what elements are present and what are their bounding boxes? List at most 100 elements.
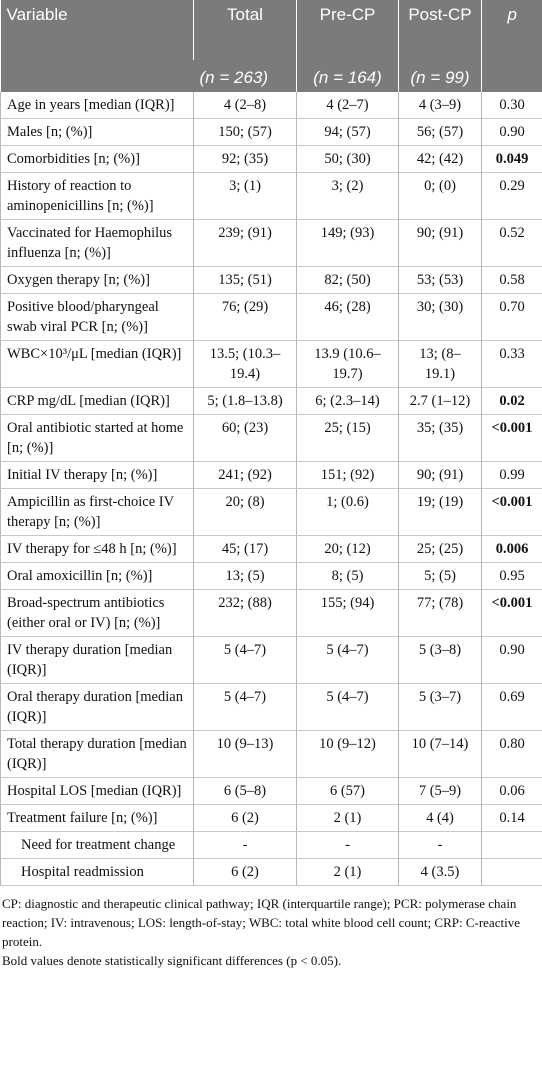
table-header: Variable Total Pre-CP Post-CP p (n = 263…: [0, 0, 542, 92]
table-row: Vaccinated for Haemophilus influenza [n;…: [0, 219, 542, 267]
table-cell: Broad-spectrum antibiotics (either oral …: [0, 589, 194, 637]
table-cell: 0.69: [481, 683, 542, 731]
table-cell: 150; (57): [193, 118, 297, 146]
table-row: Comorbidities [n; (%)] 92; (35) 50; (30) 42…: [0, 145, 542, 173]
table-cell: Vaccinated for Haemophilus influenza [n;…: [0, 219, 194, 267]
table-cell: 4 (3–9): [398, 92, 482, 119]
header-cell: (n = 263): [193, 60, 297, 92]
table-row: Positive blood/pharyngeal swab viral PCR…: [0, 293, 542, 341]
table-cell: 50; (30): [296, 145, 399, 173]
header-cell: Post-CP: [398, 0, 482, 60]
footnote: Bold values denote statistically signifi…: [2, 953, 342, 968]
table-row: History of reaction to aminopenicillins …: [0, 172, 542, 220]
table-body: Age in years [median (IQR)] 4 (2–8) 4 (2–7…: [0, 92, 542, 886]
footnotes: CP: diagnostic and therapeutic clinical …: [0, 886, 542, 970]
table-cell: 0.14: [481, 804, 542, 832]
table-cell: 25; (25): [398, 535, 482, 563]
table-cell: 6 (2): [193, 858, 297, 886]
table-cell: 149; (93): [296, 219, 399, 267]
table-row: Treatment failure [n; (%)] 6 (2) 2 (1) 4 (4…: [0, 804, 542, 832]
table-row: Hospital LOS [median (IQR)] 6 (5–8) 6 (57)…: [0, 777, 542, 805]
table-cell: IV therapy duration [median (IQR)]: [0, 636, 194, 684]
table-cell: 20; (8): [193, 488, 297, 536]
table-cell: 0.02: [481, 387, 542, 415]
table-cell: 13; (8–19.1): [398, 340, 482, 388]
table-cell: 135; (51): [193, 266, 297, 294]
table-cell: 8; (5): [296, 562, 399, 590]
table-row: Broad-spectrum antibiotics (either oral …: [0, 589, 542, 637]
table-cell: 30; (30): [398, 293, 482, 341]
table-cell: 0.90: [481, 118, 542, 146]
table-cell: 46; (28): [296, 293, 399, 341]
table-cell: 7 (5–9): [398, 777, 482, 805]
table-cell: 5 (4–7): [296, 683, 399, 731]
table-cell: IV therapy for ≤48 h [n; (%)]: [0, 535, 194, 563]
table-cell: 0.049: [481, 145, 542, 173]
table-cell: 0.99: [481, 461, 542, 489]
table-cell: WBC×10³/μL [median (IQR)]: [0, 340, 194, 388]
table-cell: 0; (0): [398, 172, 482, 220]
table-cell: 6 (5–8): [193, 777, 297, 805]
table-row: IV therapy for ≤48 h [n; (%)] 45; (17) 20;…: [0, 535, 542, 563]
table-cell: 2 (1): [296, 858, 399, 886]
header-cell: Pre-CP: [296, 0, 399, 60]
table-cell: 0.52: [481, 219, 542, 267]
table-row: Oxygen therapy [n; (%)] 135; (51) 82; (50)…: [0, 266, 542, 294]
table-cell: Oral therapy duration [median (IQR)]: [0, 683, 194, 731]
table-cell: 6 (57): [296, 777, 399, 805]
table-cell: Initial IV therapy [n; (%)]: [0, 461, 194, 489]
table-cell: 5 (4–7): [296, 636, 399, 684]
header-row: Variable Total Pre-CP Post-CP p: [0, 0, 542, 92]
table-cell: -: [398, 831, 482, 859]
table-cell: 3; (1): [193, 172, 297, 220]
table-cell: 4 (4): [398, 804, 482, 832]
table-cell: 13.9 (10.6–19.7): [296, 340, 399, 388]
table-row: Oral amoxicillin [n; (%)] 13; (5) 8; (5) 5;…: [0, 562, 542, 590]
table-cell: 5 (4–7): [193, 683, 297, 731]
header-cell: Variable: [0, 0, 194, 92]
table-cell: 92; (35): [193, 145, 297, 173]
table-cell: Need for treatment change: [0, 831, 194, 859]
table-cell: 4 (3.5): [398, 858, 482, 886]
table-cell: 0.95: [481, 562, 542, 590]
table-cell: 6 (2): [193, 804, 297, 832]
header-row: (n = 263) (n = 164) (n = 99): [1, 60, 542, 92]
table-cell: History of reaction to aminopenicillins …: [0, 172, 194, 220]
table-cell: 90; (91): [398, 461, 482, 489]
table-row: Initial IV therapy [n; (%)] 241; (92) 151;…: [0, 461, 542, 489]
table-cell: 10 (9–13): [193, 730, 297, 778]
table-cell: 19; (19): [398, 488, 482, 536]
table-row: Oral therapy duration [median (IQR)] 5 (4…: [0, 683, 542, 731]
header-cell: (n = 99): [398, 60, 482, 92]
table-row: Hospital readmission 6 (2) 2 (1) 4 (3.5): [0, 858, 542, 886]
table-cell: Oral antibiotic started at home [n; (%)]: [0, 414, 194, 462]
table-cell: 82; (50): [296, 266, 399, 294]
table-cell: 0.80: [481, 730, 542, 778]
table-cell: 5 (3–7): [398, 683, 482, 731]
table-cell: 5 (3–8): [398, 636, 482, 684]
table-cell: 241; (92): [193, 461, 297, 489]
table-cell: 77; (78): [398, 589, 482, 637]
table-cell: -: [296, 831, 399, 859]
table-cell: 1; (0.6): [296, 488, 399, 536]
table-cell: 2 (1): [296, 804, 399, 832]
table-cell: 239; (91): [193, 219, 297, 267]
table-cell: 4 (2–7): [296, 92, 399, 119]
table-row: CRP mg/dL [median (IQR)] 5; (1.8–13.8) 6; …: [0, 387, 542, 415]
table-cell: 20; (12): [296, 535, 399, 563]
data-table: Variable Total Pre-CP Post-CP p (n = 263…: [0, 0, 542, 886]
table-cell: 4 (2–8): [193, 92, 297, 119]
table-row: Total therapy duration [median (IQR)] 10 …: [0, 730, 542, 778]
table-cell: 10 (9–12): [296, 730, 399, 778]
table-cell: 53; (53): [398, 266, 482, 294]
table-cell: -: [193, 831, 297, 859]
table-cell: Males [n; (%)]: [0, 118, 194, 146]
table-cell: 151; (92): [296, 461, 399, 489]
table-cell: <0.001: [481, 589, 542, 637]
table-cell: 0.33: [481, 340, 542, 388]
table-cell: <0.001: [481, 414, 542, 462]
table-cell: 35; (35): [398, 414, 482, 462]
table-cell: 94; (57): [296, 118, 399, 146]
table-cell: 6; (2.3–14): [296, 387, 399, 415]
table-cell: Oral amoxicillin [n; (%)]: [0, 562, 194, 590]
